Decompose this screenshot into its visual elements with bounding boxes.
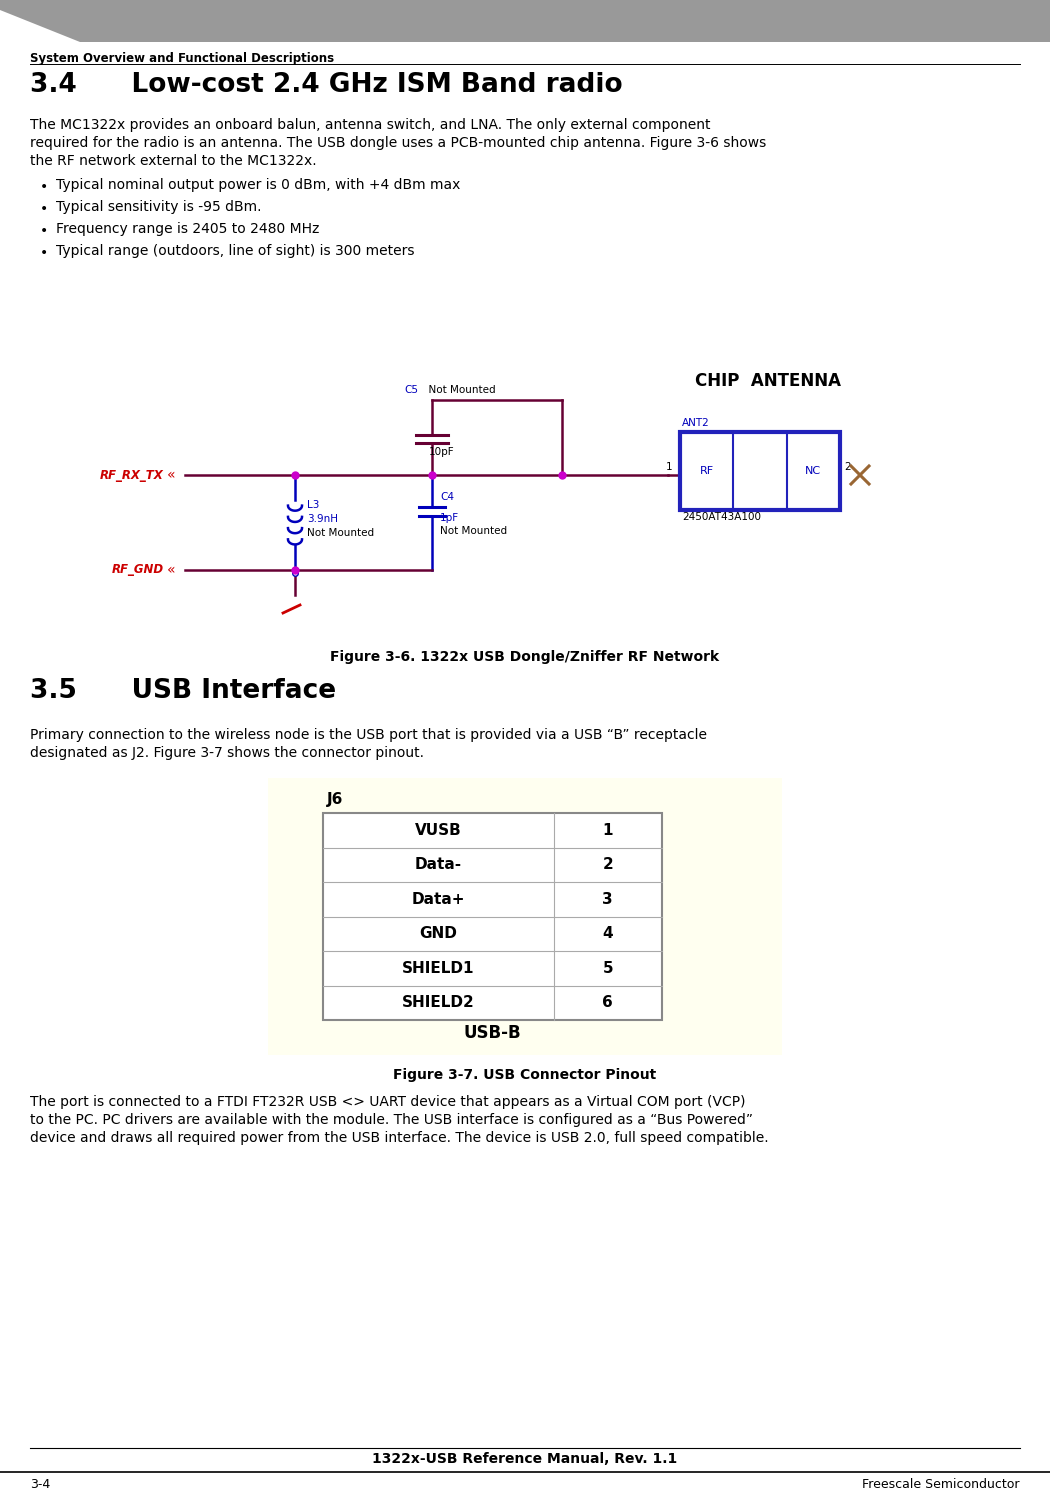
Text: 1: 1 (603, 823, 613, 838)
Text: 3.9nH: 3.9nH (307, 514, 338, 524)
Text: SHIELD1: SHIELD1 (402, 961, 475, 976)
Text: 1: 1 (666, 461, 672, 472)
Text: USB-B: USB-B (464, 1024, 521, 1042)
Text: NC: NC (805, 466, 821, 476)
Text: Primary connection to the wireless node is the USB port that is provided via a U: Primary connection to the wireless node … (30, 729, 707, 742)
Text: 1pF: 1pF (440, 514, 459, 523)
Text: System Overview and Functional Descriptions: System Overview and Functional Descripti… (30, 52, 334, 66)
Text: 3.4      Low-cost 2.4 GHz ISM Band radio: 3.4 Low-cost 2.4 GHz ISM Band radio (30, 72, 623, 99)
Text: Not Mounted: Not Mounted (307, 529, 374, 537)
Text: Data+: Data+ (412, 891, 465, 906)
Text: Typical nominal output power is 0 dBm, with +4 dBm max: Typical nominal output power is 0 dBm, w… (56, 178, 460, 193)
Text: L3: L3 (307, 500, 319, 511)
Text: 10pF: 10pF (429, 446, 455, 457)
Text: required for the radio is an antenna. The USB dongle uses a PCB-mounted chip ant: required for the radio is an antenna. Th… (30, 136, 766, 149)
Text: VUSB: VUSB (415, 823, 462, 838)
Text: 5: 5 (603, 961, 613, 976)
Text: Not Mounted: Not Mounted (422, 385, 496, 396)
Text: Not Mounted: Not Mounted (440, 526, 507, 536)
Text: Freescale Semiconductor: Freescale Semiconductor (862, 1478, 1020, 1492)
Text: 4: 4 (603, 926, 613, 941)
Text: device and draws all required power from the USB interface. The device is USB 2.: device and draws all required power from… (30, 1132, 769, 1145)
Text: Typical range (outdoors, line of sight) is 300 meters: Typical range (outdoors, line of sight) … (56, 243, 415, 258)
Bar (680, 431, 840, 511)
Text: 2: 2 (844, 461, 850, 472)
Text: Figure 3-7. USB Connector Pinout: Figure 3-7. USB Connector Pinout (394, 1067, 656, 1082)
Text: ANT2: ANT2 (682, 418, 710, 428)
Text: RF_RX_TX: RF_RX_TX (100, 469, 164, 482)
Text: C5: C5 (404, 385, 418, 396)
Text: 1322x-USB Reference Manual, Rev. 1.1: 1322x-USB Reference Manual, Rev. 1.1 (373, 1453, 677, 1466)
Text: «: « (167, 467, 175, 482)
Text: Typical sensitivity is -95 dBm.: Typical sensitivity is -95 dBm. (56, 200, 261, 213)
Text: CHIP  ANTENNA: CHIP ANTENNA (695, 372, 841, 390)
Text: 3-4: 3-4 (30, 1478, 50, 1492)
Text: •: • (40, 224, 48, 237)
Text: designated as J2. Figure 3-7 shows the connector pinout.: designated as J2. Figure 3-7 shows the c… (30, 746, 424, 760)
Text: «: « (167, 563, 175, 576)
Polygon shape (0, 0, 1050, 42)
Text: •: • (40, 181, 48, 194)
Text: The MC1322x provides an onboard balun, antenna switch, and LNA. The only externa: The MC1322x provides an onboard balun, a… (30, 118, 711, 131)
Text: Figure 3-6. 1322x USB Dongle/Zniffer RF Network: Figure 3-6. 1322x USB Dongle/Zniffer RF … (331, 649, 719, 664)
Text: 3: 3 (603, 891, 613, 906)
Text: RF: RF (699, 466, 714, 476)
Text: The port is connected to a FTDI FT232R USB <> UART device that appears as a Virt: The port is connected to a FTDI FT232R U… (30, 1094, 746, 1109)
Text: C4: C4 (440, 493, 454, 502)
Text: J6: J6 (327, 791, 343, 808)
Text: RF_GND: RF_GND (112, 563, 164, 576)
Bar (268, 778, 782, 1056)
Text: •: • (40, 246, 48, 260)
Text: Frequency range is 2405 to 2480 MHz: Frequency range is 2405 to 2480 MHz (56, 222, 319, 236)
Text: SHIELD2: SHIELD2 (402, 996, 475, 1011)
Text: GND: GND (419, 926, 457, 941)
Text: the RF network external to the MC1322x.: the RF network external to the MC1322x. (30, 154, 317, 169)
Text: 2: 2 (603, 857, 613, 872)
Text: to the PC. PC drivers are available with the module. The USB interface is config: to the PC. PC drivers are available with… (30, 1112, 753, 1127)
Text: 6: 6 (603, 996, 613, 1011)
Text: Data-: Data- (415, 857, 462, 872)
Text: 2450AT43A100: 2450AT43A100 (682, 512, 761, 523)
Bar (323, 814, 662, 1020)
Text: 3.5      USB Interface: 3.5 USB Interface (30, 678, 336, 705)
Text: •: • (40, 202, 48, 216)
